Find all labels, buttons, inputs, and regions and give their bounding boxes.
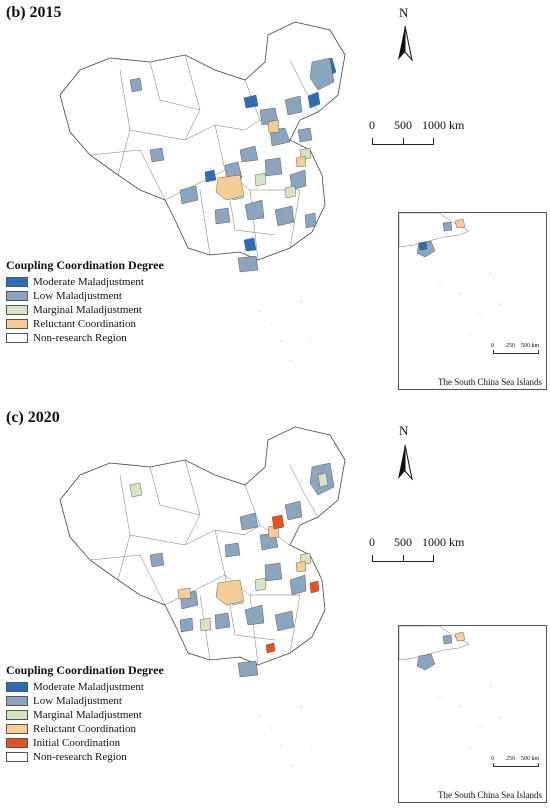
legend-item: Moderate Maladjustment: [6, 275, 164, 289]
inset-scale-500: 500 km: [521, 756, 540, 762]
north-arrow-icon: [398, 444, 413, 481]
legend-item: Low Maladjustment: [6, 289, 164, 303]
inset-caption: The South China Sea Islands: [438, 790, 542, 800]
inset-scale-bar: 0 250 500 km: [491, 343, 541, 357]
scale-label-1000: 1000 km: [422, 535, 465, 549]
reluctant-regions: [215, 119, 307, 201]
map-panel-2015: (b) 2015 N 0 500 1000 km 0 250 500 km: [0, 0, 550, 400]
china-map-2020: [59, 426, 346, 768]
inset-scale-0: 0: [491, 756, 494, 762]
scale-bar: 0 500 1000 km: [366, 535, 464, 569]
scale-bar: 0 500 1000 km: [366, 118, 464, 152]
inset-map: [398, 212, 502, 336]
legend-item: Moderate Maladjustment: [6, 680, 164, 694]
legend-item: Initial Coordination: [6, 736, 164, 750]
legend-item: Non-research Region: [6, 750, 164, 764]
scale-label-1000: 1000 km: [422, 118, 465, 132]
inset-scale-0: 0: [491, 343, 494, 349]
inset-scale-bar: 0 250 500 km: [491, 756, 541, 770]
scale-label-0: 0: [369, 118, 375, 132]
north-label: N: [399, 5, 409, 20]
inset-scale-250: 250: [506, 343, 515, 349]
legend-2020: Coupling Coordination Degree Moderate Ma…: [6, 663, 164, 764]
scale-label-500: 500: [394, 118, 412, 132]
low-regions: [149, 462, 335, 678]
inset-scale-250: 250: [506, 756, 515, 762]
scale-label-0: 0: [369, 535, 375, 549]
legend-item: Marginal Maladjustment: [6, 708, 164, 722]
initial-regions: [265, 514, 320, 654]
panel-title-2020: (c) 2020: [6, 409, 60, 426]
north-label: N: [399, 423, 409, 438]
legend-2015: Coupling Coordination Degree Moderate Ma…: [6, 258, 164, 345]
legend-item: Non-research Region: [6, 331, 164, 345]
legend-title: Coupling Coordination Degree: [6, 663, 164, 677]
south-china-sea-inset: 0 250 500 km The South China Sea Islands: [398, 212, 547, 390]
map-panel-2020: (c) 2020 N 0 500 1000 km 0 250 500 km Th…: [0, 405, 550, 805]
north-arrow-icon: [398, 25, 413, 62]
inset-caption: The South China Sea Islands: [438, 377, 542, 387]
south-china-sea-inset: 0 250 500 km The South China Sea Islands: [398, 625, 547, 803]
legend-item: Marginal Maladjustment: [6, 303, 164, 317]
scale-label-500: 500: [394, 535, 412, 549]
panel-title-2015: (b) 2015: [6, 4, 62, 21]
legend-item: Low Maladjustment: [6, 694, 164, 708]
china-map-2015: [59, 21, 346, 363]
legend-item: Reluctant Coordination: [6, 722, 164, 736]
legend-item: Reluctant Coordination: [6, 317, 164, 331]
inset-map: [398, 625, 502, 749]
legend-title: Coupling Coordination Degree: [6, 258, 164, 272]
inset-scale-500: 500 km: [521, 343, 540, 349]
